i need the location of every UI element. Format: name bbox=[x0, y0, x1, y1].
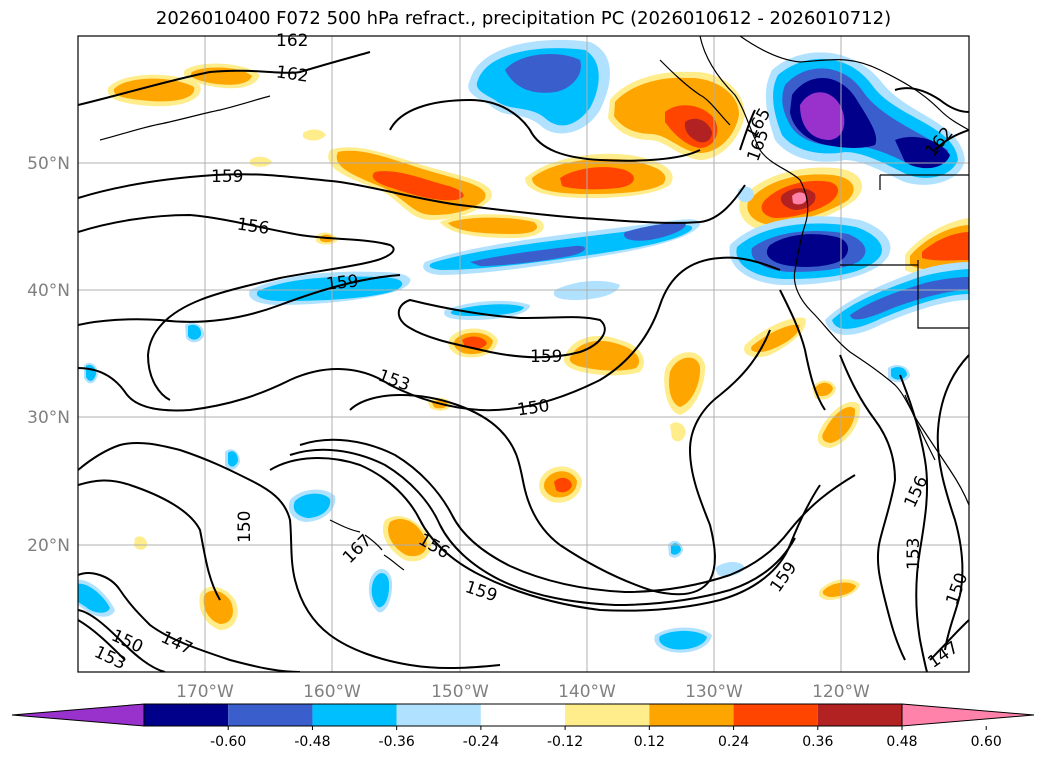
shade-orange bbox=[669, 357, 701, 407]
shade-blue-dark bbox=[470, 245, 586, 266]
contour-label: 162 bbox=[275, 62, 310, 86]
contour-label: 147 bbox=[924, 638, 962, 673]
colorbar-tick-label: -0.24 bbox=[463, 734, 499, 750]
shade-blue-dark bbox=[624, 222, 686, 241]
colorbar-tick-label: 0.36 bbox=[802, 734, 833, 750]
lat-label: 50°N bbox=[27, 154, 70, 174]
contour-label: 167 bbox=[339, 531, 376, 568]
colorbar-frame bbox=[143, 703, 903, 727]
shade-orange bbox=[448, 217, 538, 234]
refractivity-contours bbox=[78, 51, 969, 672]
precip-shading bbox=[78, 39, 969, 653]
colorbar-tick-label: 0.60 bbox=[971, 734, 1002, 750]
shade-blue bbox=[891, 367, 907, 380]
contour-label: 153 bbox=[375, 366, 412, 396]
lon-label: 170°W bbox=[176, 682, 234, 702]
shade-purple bbox=[800, 92, 845, 140]
shade-red bbox=[922, 232, 969, 261]
shade-pink bbox=[792, 192, 807, 205]
coastlines bbox=[99, 36, 969, 571]
shade-yellow bbox=[250, 156, 272, 167]
contour-label: 159 bbox=[766, 558, 801, 596]
lon-label: 160°W bbox=[303, 682, 361, 702]
colorbar-swatch bbox=[228, 704, 313, 726]
lat-label: 20°N bbox=[27, 536, 70, 556]
colorbar-swatch bbox=[144, 704, 229, 726]
latitude-labels: 50°N 40°N 30°N 20°N bbox=[27, 154, 70, 556]
lon-label: 120°W bbox=[812, 682, 870, 702]
colorbar: -0.60 -0.48 -0.36 -0.24 -0.12 0.12 0.24 0.36 0.4… bbox=[11, 703, 1035, 750]
colorbar-swatch bbox=[565, 704, 650, 726]
shade-orange bbox=[822, 406, 856, 443]
shade-blue bbox=[188, 324, 202, 340]
colorbar-swatch bbox=[733, 704, 818, 726]
lat-label: 30°N bbox=[27, 408, 70, 428]
shade-orange bbox=[113, 78, 195, 102]
colorbar-tick-label: -0.60 bbox=[210, 734, 246, 750]
shade-orange bbox=[388, 519, 427, 557]
lon-label: 150°W bbox=[431, 682, 489, 702]
shade-blue bbox=[78, 583, 110, 613]
shade-blue bbox=[371, 573, 390, 608]
shade-blue bbox=[671, 543, 681, 555]
shade-red bbox=[554, 477, 572, 493]
contour-label: 147 bbox=[158, 627, 196, 659]
lon-label: 130°W bbox=[685, 682, 743, 702]
shade-yellow bbox=[670, 422, 686, 442]
lon-label: 140°W bbox=[558, 682, 616, 702]
shade-blue bbox=[293, 493, 331, 518]
shade-orange bbox=[815, 382, 833, 397]
shade-yellow bbox=[134, 536, 148, 550]
colorbar-swatch bbox=[480, 704, 566, 726]
shade-orange bbox=[203, 590, 233, 624]
colorbar-swatch bbox=[396, 704, 481, 726]
contour-label: 150 bbox=[942, 570, 972, 607]
shade-orange bbox=[822, 582, 856, 597]
colorbar-tick-label: -0.48 bbox=[294, 734, 330, 750]
colorbar-tick-label: -0.36 bbox=[379, 734, 415, 750]
shade-yellow bbox=[303, 129, 326, 141]
contour-label: 159 bbox=[325, 271, 359, 294]
colorbar-extend-high bbox=[901, 703, 1035, 727]
shade-red bbox=[462, 336, 487, 349]
shade-red bbox=[372, 171, 464, 201]
contour-label: 159 bbox=[211, 167, 243, 187]
shade-blue-dark bbox=[505, 54, 581, 93]
contour-label: 159 bbox=[530, 347, 562, 367]
colorbar-tick-label: 0.48 bbox=[886, 734, 917, 750]
shade-navy bbox=[895, 136, 950, 169]
shade-red bbox=[560, 167, 634, 190]
colorbar-tick-label: -0.12 bbox=[547, 734, 583, 750]
contour-label: 162 bbox=[276, 31, 308, 51]
longitude-labels: 170°W 160°W 150°W 140°W 130°W 120°W bbox=[176, 682, 870, 702]
colorbar-swatch bbox=[649, 704, 734, 726]
colorbar-swatch bbox=[312, 704, 397, 726]
shade-blue-dark bbox=[850, 277, 969, 320]
colorbar-extend-low bbox=[11, 703, 145, 727]
map-frame bbox=[77, 35, 970, 673]
contour-label: 150 bbox=[235, 511, 255, 543]
shade-blue bbox=[659, 630, 707, 650]
shade-navy bbox=[766, 234, 849, 267]
contour-label: 153 bbox=[904, 538, 924, 570]
contour-label: 150 bbox=[516, 396, 551, 420]
shade-darkred bbox=[684, 118, 712, 143]
colorbar-swatch bbox=[817, 704, 902, 726]
graticule bbox=[78, 36, 969, 672]
contour-label: 156 bbox=[236, 215, 271, 239]
colorbar-tick-label: 0.24 bbox=[718, 734, 749, 750]
map-title: 2026010400 F072 500 hPa refract., precip… bbox=[155, 8, 892, 29]
shade-blue bbox=[228, 451, 238, 467]
colorbar-tick-label: 0.12 bbox=[634, 734, 665, 750]
lat-label: 40°N bbox=[27, 281, 70, 301]
